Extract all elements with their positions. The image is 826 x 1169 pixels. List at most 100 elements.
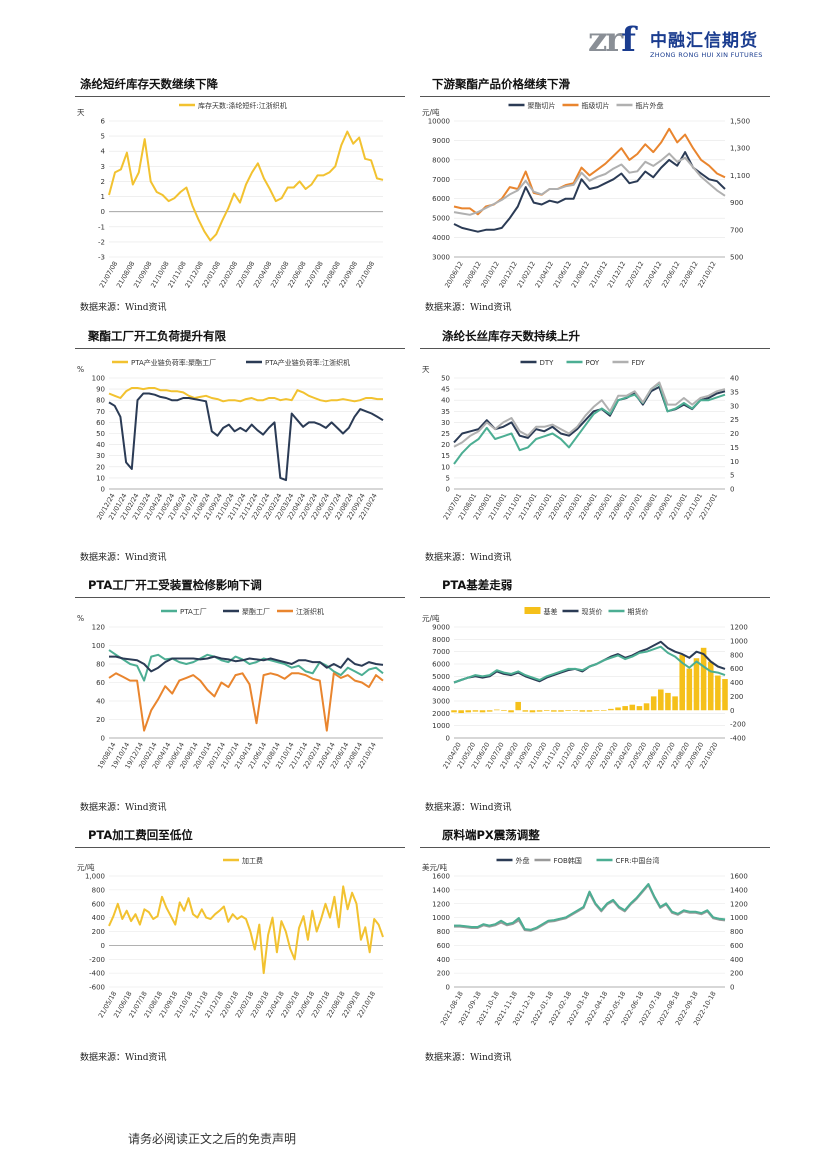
y-tick-label: 3 [101,163,105,171]
legend-label: POY [586,359,600,367]
y-tick-label: 1600 [432,873,450,881]
legend-label: FOB韩国 [554,856,582,865]
y-tick-label: 15 [441,452,450,460]
series-line [453,645,726,684]
y-tick-label: 600 [437,942,450,950]
bar [600,710,607,711]
y2-tick-label: 0 [730,984,734,992]
bar [579,710,586,712]
y2-tick-label: 1600 [730,873,748,881]
series-line [453,127,726,216]
company-name-cn: 中融汇信期货 [650,31,758,51]
legend-label: DTY [540,359,555,367]
y-tick-label: 60 [96,679,105,687]
y-tick-label: 25 [441,430,450,438]
section-divider [420,847,770,848]
bar [693,658,700,711]
section-title: 涤纶长丝库存天数持续上升 [442,329,580,343]
y-tick-label: 200 [437,970,450,978]
y-tick-label: 9000 [432,137,450,145]
section-divider [75,847,405,848]
section-divider [75,597,405,598]
series-line [108,885,384,975]
bar [465,710,472,713]
y-tick-label: 0 [101,208,105,216]
bar [629,704,636,711]
series-line [108,130,384,242]
y-tick-label: 800 [437,928,450,936]
y-tick-label: 45 [441,386,450,394]
y-tick-label: -200 [89,956,105,964]
legend-swatch [524,607,541,614]
y-tick-label: 10 [441,463,450,471]
bar [636,706,643,711]
bar [451,710,457,713]
y2-tick-label: 700 [730,226,743,234]
y-tick-label: 100 [92,375,105,383]
y-tick-label: 8000 [432,636,450,644]
y2-tick-label: 400 [730,956,743,964]
series-line [454,883,726,931]
y-tick-label: 0 [446,486,450,494]
y-tick-label: 600 [92,900,105,908]
bar [672,696,678,711]
bar [551,710,557,712]
bar [643,703,650,711]
y2-tick-label: 600 [730,942,743,950]
chart-5: PTA工厂 聚酯工厂 江浙织机%12010080604020019/08/1419/… [77,607,384,770]
legend-label: 基差 [544,607,558,616]
series-line [453,382,726,465]
legend-label: 瓶级切片 [582,101,610,110]
y-tick-label: 30 [441,419,450,427]
disclaimer-footer: 请务必阅读正文之后的免责声明 [128,1132,297,1146]
y2-tick-label: 1,100 [730,172,750,180]
legend-label: 聚酯切片 [528,101,556,110]
y2-tick-label: 1,500 [730,118,750,126]
section-divider [75,348,405,349]
y-tick-label: 8000 [432,156,450,164]
y-tick-label: 7000 [432,176,450,184]
y-tick-label: 1000 [432,914,450,922]
y-tick-label: 0 [446,735,450,743]
y-tick-label: 5 [101,133,105,141]
y2-tick-label: 200 [730,970,743,978]
bar [700,647,707,711]
series-line [108,672,384,732]
y2-tick-label: 900 [730,199,743,207]
series-line [108,387,383,403]
y-tick-label: 6000 [432,661,450,669]
y-tick-label: 5 [446,474,450,482]
y-tick-label: 200 [92,928,105,936]
bar [543,710,550,711]
section-divider [75,96,405,97]
y-tick-label: 80 [96,661,105,669]
section-title: 聚酯工厂开工负荷提升有限 [88,329,226,343]
y-tick-label: 70 [96,408,105,416]
source-note: 数据来源：Wind资讯 [80,553,167,563]
chart-7: 加工费元/吨1,0008006004002000-200-400-60021/0… [77,856,384,1019]
series-line [453,152,726,216]
y2-tick-label: 5 [730,472,734,480]
bar [715,675,721,711]
legend-label: FDY [632,359,646,367]
y-tick-label: 0 [101,735,105,743]
y-tick-label: -2 [98,238,105,246]
source-note: 数据来源：Wind资讯 [425,553,512,563]
bar [722,679,728,711]
y2-tick-label: 30 [730,402,739,410]
y-tick-label: 400 [437,956,450,964]
bar [658,689,664,711]
bar [593,710,600,711]
axis-unit: 元/吨 [422,107,440,117]
y-tick-label: 60 [96,419,105,427]
bar [665,692,671,711]
y2-tick-label: 35 [730,388,739,396]
section-title: PTA工厂开工受装置检修影响下调 [88,578,262,592]
chart-3: PTA产业链负荷率:聚酯工厂 PTA产业链负荷率:江浙织机%10090807060… [77,358,384,521]
y-tick-label: 1000 [432,722,450,730]
y-tick-label: 6 [101,118,106,126]
y-tick-label: 10 [96,474,105,482]
y2-tick-label: 600 [730,665,743,673]
axis-unit: 元/吨 [422,613,440,623]
